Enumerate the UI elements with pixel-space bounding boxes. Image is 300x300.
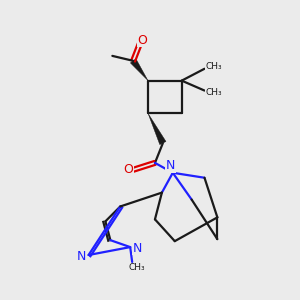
Text: O: O [123,163,133,176]
Text: O: O [137,34,147,46]
Text: N: N [166,159,176,172]
Text: N: N [77,250,86,262]
Text: N: N [132,242,142,255]
Text: CH₃: CH₃ [205,88,222,97]
Polygon shape [148,113,166,145]
Text: CH₃: CH₃ [205,62,222,71]
Polygon shape [130,59,148,81]
Text: CH₃: CH₃ [129,263,146,272]
